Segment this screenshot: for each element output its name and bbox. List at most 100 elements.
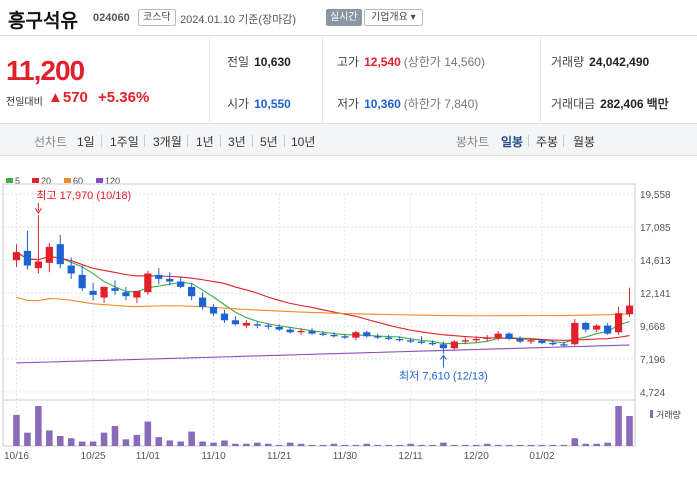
candle-body xyxy=(78,274,86,289)
tab-candle-weekly[interactable]: 주봉 xyxy=(536,135,559,149)
legend-label: 120 xyxy=(105,176,120,186)
tab-candle-daily[interactable]: 일봉 xyxy=(501,135,524,149)
x-tick-label: 01/02 xyxy=(529,451,554,462)
legend-swatch xyxy=(6,178,13,183)
candle-body xyxy=(220,313,229,321)
volume-bar xyxy=(144,421,152,446)
candle-body xyxy=(417,341,426,343)
plot-frame xyxy=(2,183,636,447)
stat-value: 10,360 xyxy=(364,97,401,111)
tab-line-10y[interactable]: 10년 xyxy=(291,135,316,149)
stat-value: 10,630 xyxy=(254,55,291,69)
tab-line-1w[interactable]: 1주일 xyxy=(110,135,139,149)
volume-bar xyxy=(100,432,108,446)
candle-body xyxy=(439,344,448,349)
candle-body xyxy=(144,273,152,293)
change-label: 전일대비 xyxy=(6,97,43,108)
volume-bar xyxy=(111,426,119,446)
volume-bar xyxy=(35,406,42,446)
candle-body xyxy=(352,332,360,338)
y-tick-label: 14,613 xyxy=(640,256,671,267)
tab-line-1d[interactable]: 1일 xyxy=(77,135,95,149)
stat-value: 282,406 xyxy=(600,97,644,111)
candle-body xyxy=(363,332,371,337)
stat-value: 12,540 xyxy=(364,55,401,69)
volume-bar xyxy=(13,414,20,446)
candlestick-chart[interactable]: 5 20 60 120 19,558 17,085 14,613 12,141 9,668 7,1… xyxy=(0,170,697,484)
volume-bar xyxy=(582,443,590,446)
x-tick-label: 11/21 xyxy=(267,451,292,462)
upper-limit: (상한가 14,560) xyxy=(403,55,485,69)
candle-body xyxy=(12,252,21,261)
tab-divider xyxy=(563,135,564,147)
candle-body xyxy=(461,340,469,342)
divider xyxy=(322,37,323,122)
volume-bar xyxy=(221,440,228,446)
volume-bar xyxy=(177,441,184,446)
candle-body xyxy=(166,278,174,282)
volume-bar xyxy=(571,438,579,446)
volume-bar xyxy=(527,444,535,446)
volume-bar xyxy=(308,444,316,446)
tab-candle-monthly[interactable]: 월봉 xyxy=(573,135,596,149)
base-date: 2024.01.10 기준(장마감) xyxy=(180,14,297,26)
candle-body xyxy=(34,261,42,269)
volume-bar xyxy=(626,416,633,446)
volume-bar xyxy=(330,443,338,446)
volume-bar xyxy=(67,438,75,446)
candle-body xyxy=(100,286,108,298)
stat-high: 고가 12,540 (상한가 14,560) xyxy=(337,53,485,70)
candle-body xyxy=(308,330,316,334)
stock-code: 024060 xyxy=(93,12,130,24)
volume-bar xyxy=(199,441,206,446)
volume-bar xyxy=(155,437,163,446)
candle-body xyxy=(286,329,294,333)
y-tick-label: 17,085 xyxy=(640,223,671,234)
volume-bar xyxy=(462,444,469,446)
candle-body xyxy=(450,341,458,349)
candle-body xyxy=(625,305,634,315)
ma-line-20 xyxy=(16,251,630,341)
realtime-button[interactable]: 실시간 xyxy=(326,9,362,26)
x-tick-label: 10/25 xyxy=(81,451,106,462)
tab-divider xyxy=(144,135,145,147)
volume-bar xyxy=(483,443,491,446)
volume-bar xyxy=(122,439,130,446)
legend-swatch xyxy=(64,178,71,183)
candle-body xyxy=(406,340,415,342)
change-percent: +5.36% xyxy=(98,89,150,106)
y-tick-label: 4,724 xyxy=(640,388,665,399)
candle-body xyxy=(133,290,141,298)
volume-bar xyxy=(374,444,382,446)
y-tick-label: 19,558 xyxy=(640,190,671,201)
volume-bar xyxy=(275,444,283,446)
volume-bar xyxy=(133,434,141,446)
candle-body xyxy=(472,338,480,341)
high-arrow-head xyxy=(34,207,42,215)
volume-bar xyxy=(319,444,327,446)
candle-body xyxy=(253,324,261,326)
candle-body xyxy=(297,330,305,333)
tab-divider xyxy=(284,135,285,147)
volume-bar xyxy=(166,440,174,446)
lower-limit: (하한가 7,840) xyxy=(403,97,479,111)
candle-body xyxy=(483,337,491,339)
volume-bar xyxy=(494,444,502,446)
legend-swatch xyxy=(32,178,39,183)
tab-line-3y[interactable]: 3년 xyxy=(228,135,246,149)
candle-body xyxy=(155,274,163,279)
volume-bar xyxy=(297,443,305,446)
volume-bar xyxy=(243,443,250,446)
candle-body xyxy=(319,333,327,335)
volume-bar xyxy=(46,430,53,446)
volume-bar xyxy=(604,442,611,446)
candle-body xyxy=(275,326,283,330)
tab-line-3m[interactable]: 3개월 xyxy=(153,135,182,149)
tab-line-5y[interactable]: 5년 xyxy=(260,135,278,149)
company-overview-dropdown[interactable]: 기업개요 ▾ xyxy=(364,9,423,26)
stat-label: 거래량 xyxy=(551,55,585,69)
candle-chart-label: 봉차트 xyxy=(456,135,490,149)
tab-line-1y[interactable]: 1년 xyxy=(196,135,214,149)
ma-line-120 xyxy=(16,344,630,364)
volume-bar xyxy=(593,443,600,446)
